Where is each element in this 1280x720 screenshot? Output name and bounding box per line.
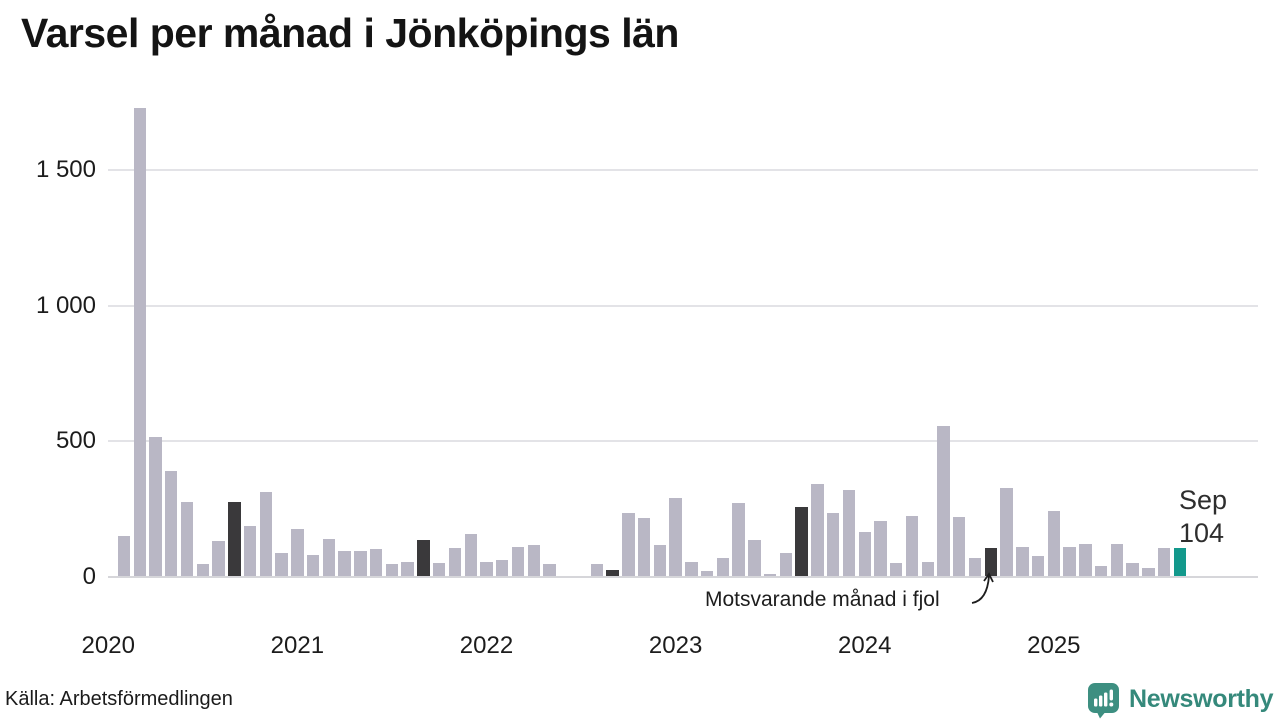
bar-2024-10 xyxy=(1000,488,1013,577)
bar-2025-01 xyxy=(1047,511,1061,577)
bar-2020-07 xyxy=(196,564,209,577)
bar-2024-12 xyxy=(1031,556,1045,577)
bar-2025-05 xyxy=(1110,543,1124,577)
bar-2021-10 xyxy=(433,562,446,577)
bar-2020-10 xyxy=(243,526,257,577)
bar-2021-06 xyxy=(369,549,383,577)
year-label-2021: 2021 xyxy=(270,632,325,659)
bar-2021-05 xyxy=(354,550,367,577)
bar-2020-04 xyxy=(149,436,162,577)
gridline xyxy=(108,440,1258,442)
bar-2023-08 xyxy=(779,553,793,577)
gridline xyxy=(108,169,1258,171)
year-label-2022: 2022 xyxy=(459,632,514,659)
bar-2024-11 xyxy=(1016,546,1029,577)
bar-2022-12 xyxy=(653,545,667,577)
y-tick-label: 1 500 xyxy=(35,156,96,183)
bar-2024-09 xyxy=(984,548,997,577)
gridline xyxy=(108,304,1258,307)
bar-2025-07 xyxy=(1142,568,1155,577)
bar-2020-12 xyxy=(275,553,288,577)
bar-2024-06 xyxy=(937,426,950,577)
bar-2023-07 xyxy=(763,573,777,577)
bar-2024-02 xyxy=(874,520,887,577)
bar-2022-02 xyxy=(496,560,509,577)
bar-2024-01 xyxy=(858,531,871,577)
bar-2024-04 xyxy=(905,515,919,577)
bar-2023-05 xyxy=(732,503,745,577)
bar-2020-03 xyxy=(133,107,146,577)
bar-2020-06 xyxy=(180,501,194,577)
bar-2025-06 xyxy=(1126,562,1139,577)
bar-2021-09 xyxy=(417,539,430,577)
y-tick-label: 500 xyxy=(55,427,96,454)
bar-2023-04 xyxy=(716,557,730,577)
year-label-2025: 2025 xyxy=(1027,632,1081,659)
bar-2025-03 xyxy=(1079,543,1092,577)
gridline xyxy=(108,575,1258,578)
bar-2021-12 xyxy=(464,534,477,577)
newsworthy-logo: Newsworthy xyxy=(1086,682,1274,719)
newsworthy-logo-icon xyxy=(1088,683,1119,719)
bar-2025-08 xyxy=(1157,548,1171,577)
current-month-value: 104 xyxy=(1179,518,1225,548)
bar-2024-03 xyxy=(890,562,903,577)
bar-2021-11 xyxy=(448,548,462,577)
bar-2020-09 xyxy=(228,501,241,577)
bar-2021-02 xyxy=(306,554,320,577)
bar-2025-09 xyxy=(1173,548,1187,577)
bar-2023-10 xyxy=(811,484,824,577)
annotation-callout: Motsvarande månad i fjol xyxy=(705,588,940,611)
bar-2020-02 xyxy=(117,535,131,577)
bar-2023-06 xyxy=(748,539,761,577)
bar-2025-02 xyxy=(1063,546,1076,577)
y-tick-label: 0 xyxy=(82,562,96,590)
bar-2024-08 xyxy=(968,557,982,577)
bar-2022-11 xyxy=(637,518,651,577)
bar-2022-08 xyxy=(590,564,603,577)
year-label-2023: 2023 xyxy=(648,632,703,659)
bar-2022-05 xyxy=(543,564,556,577)
bar-2024-05 xyxy=(921,561,934,577)
bar-2023-03 xyxy=(700,571,714,577)
bar-2021-08 xyxy=(401,561,414,577)
year-label-2024: 2024 xyxy=(838,632,892,659)
bar-2022-01 xyxy=(480,561,493,577)
bar-2024-07 xyxy=(953,516,966,577)
bar-2022-03 xyxy=(511,546,525,577)
newsworthy-logo-text: Newsworthy xyxy=(1129,685,1274,713)
chart-title: Varsel per månad i Jönköpings län xyxy=(21,10,679,56)
bar-2021-04 xyxy=(338,550,351,577)
bar-2023-09 xyxy=(795,507,808,577)
bar-2022-10 xyxy=(622,512,635,577)
source-credit: Källa: Arbetsförmedlingen xyxy=(5,688,233,710)
y-tick-label: 1 000 xyxy=(35,291,96,319)
bar-2022-04 xyxy=(527,545,540,577)
bar-2022-09 xyxy=(606,569,619,577)
bar-2023-02 xyxy=(685,561,698,577)
bar-2023-01 xyxy=(669,497,682,577)
bar-2025-04 xyxy=(1094,565,1108,577)
bar-2020-11 xyxy=(259,492,273,577)
current-month-name: Sep xyxy=(1179,485,1228,515)
bar-2021-01 xyxy=(291,529,304,577)
current-month-label: Sep 104 xyxy=(1179,484,1227,550)
annotation-arrow-icon xyxy=(971,572,994,604)
bar-2020-08 xyxy=(212,541,225,577)
bar-2023-11 xyxy=(827,512,840,577)
bar-2021-03 xyxy=(322,538,336,577)
year-label-2020: 2020 xyxy=(81,632,135,659)
bar-2021-07 xyxy=(385,564,399,577)
bar-2020-05 xyxy=(165,470,178,577)
bar-2023-12 xyxy=(842,489,856,577)
